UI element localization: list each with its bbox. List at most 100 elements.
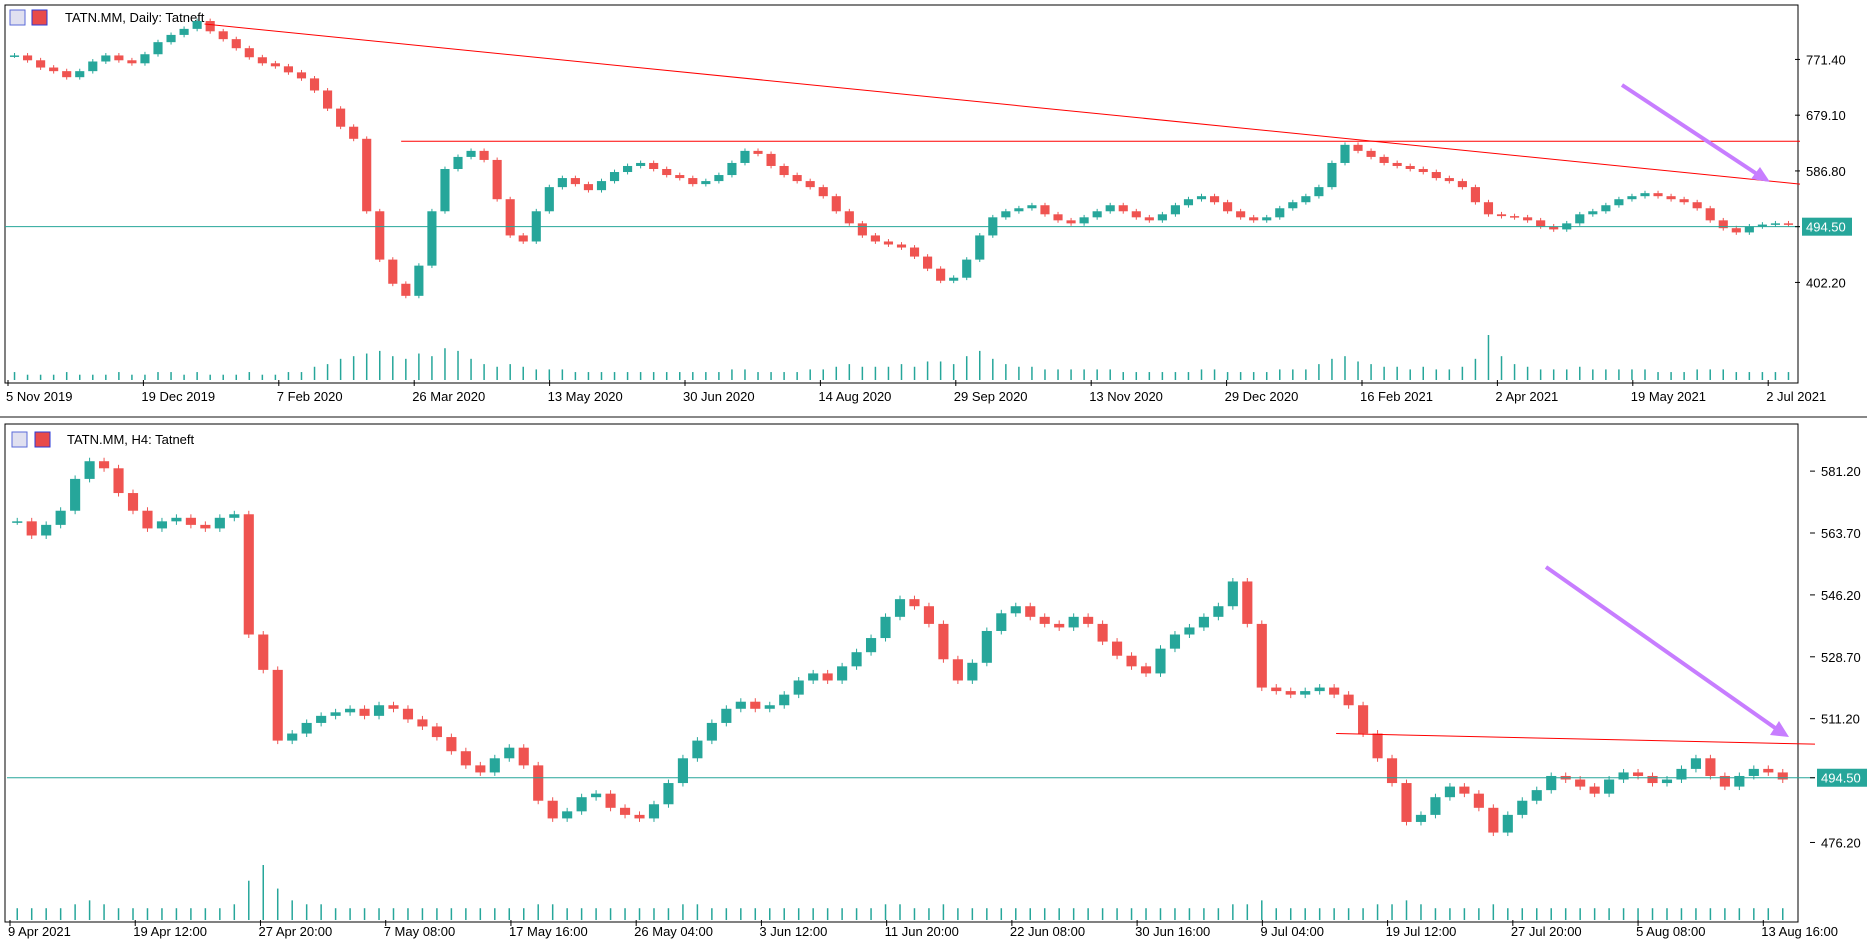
candle-body bbox=[440, 169, 450, 212]
candle-body bbox=[55, 510, 66, 525]
candle-body bbox=[323, 90, 333, 109]
candle-body bbox=[1236, 211, 1246, 218]
candle-body bbox=[1392, 162, 1402, 166]
panel-daily-indicator-icon[interactable] bbox=[31, 9, 48, 26]
candle-body bbox=[388, 259, 398, 284]
candle-body bbox=[1140, 666, 1152, 674]
candle-body bbox=[1066, 220, 1076, 224]
trendline[interactable] bbox=[204, 23, 1801, 185]
candle-body bbox=[1523, 217, 1533, 221]
x-tick-label: 7 Feb 2020 bbox=[277, 389, 343, 404]
panel-daily-frame bbox=[4, 4, 1799, 384]
candle-body bbox=[1014, 208, 1024, 212]
candle-body bbox=[533, 765, 544, 801]
candle-body bbox=[62, 71, 72, 78]
candle-body bbox=[287, 733, 298, 741]
candle-body bbox=[362, 138, 372, 212]
candle-body bbox=[562, 811, 573, 819]
panel-h4-y-axis: 581.20 563.70 546.20 528.70 511.20 476.20 494.… bbox=[1810, 464, 1867, 850]
candle-body bbox=[1027, 205, 1037, 209]
candle-body bbox=[675, 175, 685, 179]
candle-body bbox=[805, 181, 815, 188]
candle-body bbox=[1653, 193, 1663, 197]
candle-body bbox=[1169, 634, 1181, 649]
candle-body bbox=[894, 599, 906, 617]
candle-body bbox=[257, 57, 267, 64]
candle-body bbox=[1366, 150, 1376, 157]
y-tick-label: 581.20 bbox=[1821, 464, 1861, 479]
candle-body bbox=[808, 673, 819, 681]
candle-body bbox=[12, 521, 23, 523]
candle-body bbox=[1444, 178, 1454, 182]
candle-body bbox=[375, 211, 385, 260]
candle-body bbox=[909, 599, 920, 607]
candle-body bbox=[1262, 217, 1272, 221]
y-tick-label: 402.20 bbox=[1806, 275, 1846, 290]
candle-body bbox=[1196, 196, 1207, 200]
candle-body bbox=[1692, 202, 1702, 209]
panel-h4-down-arrow bbox=[1544, 565, 1789, 737]
candle-body bbox=[1575, 214, 1585, 224]
candle-body bbox=[1083, 616, 1094, 624]
candle-body bbox=[727, 162, 737, 176]
panel-h4-volume bbox=[16, 865, 1784, 920]
candle-body bbox=[1770, 223, 1780, 225]
candle-body bbox=[662, 169, 672, 176]
candle-body bbox=[981, 630, 992, 663]
candle-body bbox=[818, 187, 828, 197]
candle-body bbox=[345, 708, 356, 713]
candle-body bbox=[1430, 797, 1441, 815]
candle-body bbox=[865, 638, 877, 653]
y-tick-label: 546.20 bbox=[1821, 588, 1861, 603]
candle-body bbox=[721, 708, 732, 723]
candle-body bbox=[218, 31, 228, 40]
candle-body bbox=[962, 259, 972, 278]
candle-body bbox=[1418, 169, 1428, 173]
candle-body bbox=[70, 478, 81, 511]
candle-body bbox=[1001, 211, 1011, 218]
candle-body bbox=[1184, 627, 1195, 635]
candle-body bbox=[504, 747, 515, 759]
candle-body bbox=[1040, 205, 1050, 215]
candle-body bbox=[764, 705, 775, 709]
x-tick-label: 29 Dec 2020 bbox=[1225, 389, 1299, 404]
panel-h4-toolbox-icon[interactable] bbox=[11, 431, 28, 448]
candle-body bbox=[975, 235, 985, 260]
candle-body bbox=[1401, 783, 1412, 822]
candle-body bbox=[244, 48, 254, 58]
panel-daily: TATN.MM, Daily: Tatneft 771.40 679.10 586.… bbox=[0, 0, 1867, 404]
candle-body bbox=[1676, 768, 1687, 780]
x-tick-label: 19 Dec 2019 bbox=[141, 389, 215, 404]
x-tick-label: 5 Aug 08:00 bbox=[1636, 924, 1705, 939]
candle-body bbox=[1249, 217, 1259, 221]
candle-body bbox=[75, 71, 85, 78]
candle-body bbox=[1227, 581, 1238, 607]
panel-daily-toolbox-icon[interactable] bbox=[9, 9, 26, 26]
candle-body bbox=[1314, 187, 1324, 197]
candle-body bbox=[84, 461, 95, 479]
panel-h4-indicator-icon[interactable] bbox=[34, 431, 51, 448]
candle-body bbox=[1039, 616, 1050, 624]
candle-body bbox=[648, 804, 660, 819]
candle-body bbox=[1679, 199, 1689, 203]
candle-body bbox=[750, 701, 761, 709]
candle-body bbox=[1734, 775, 1745, 787]
candle-body bbox=[200, 524, 211, 529]
x-tick-label: 2 Apr 2021 bbox=[1495, 389, 1558, 404]
candle-body bbox=[41, 524, 52, 536]
candle-body bbox=[706, 722, 717, 741]
candle-body bbox=[1604, 779, 1615, 794]
candle-body bbox=[1025, 606, 1036, 617]
x-tick-label: 29 Sep 2020 bbox=[954, 389, 1028, 404]
candle-body bbox=[1213, 606, 1224, 617]
candle-body bbox=[1415, 814, 1427, 822]
x-tick-label: 27 Jul 20:00 bbox=[1511, 924, 1582, 939]
candle-body bbox=[583, 184, 594, 191]
candle-body bbox=[1705, 758, 1716, 776]
trendline[interactable] bbox=[1336, 733, 1816, 745]
candle-body bbox=[417, 719, 428, 727]
candle-body bbox=[605, 793, 616, 808]
candle-body bbox=[936, 268, 946, 281]
candle-body bbox=[114, 55, 124, 61]
candle-body bbox=[896, 244, 907, 248]
